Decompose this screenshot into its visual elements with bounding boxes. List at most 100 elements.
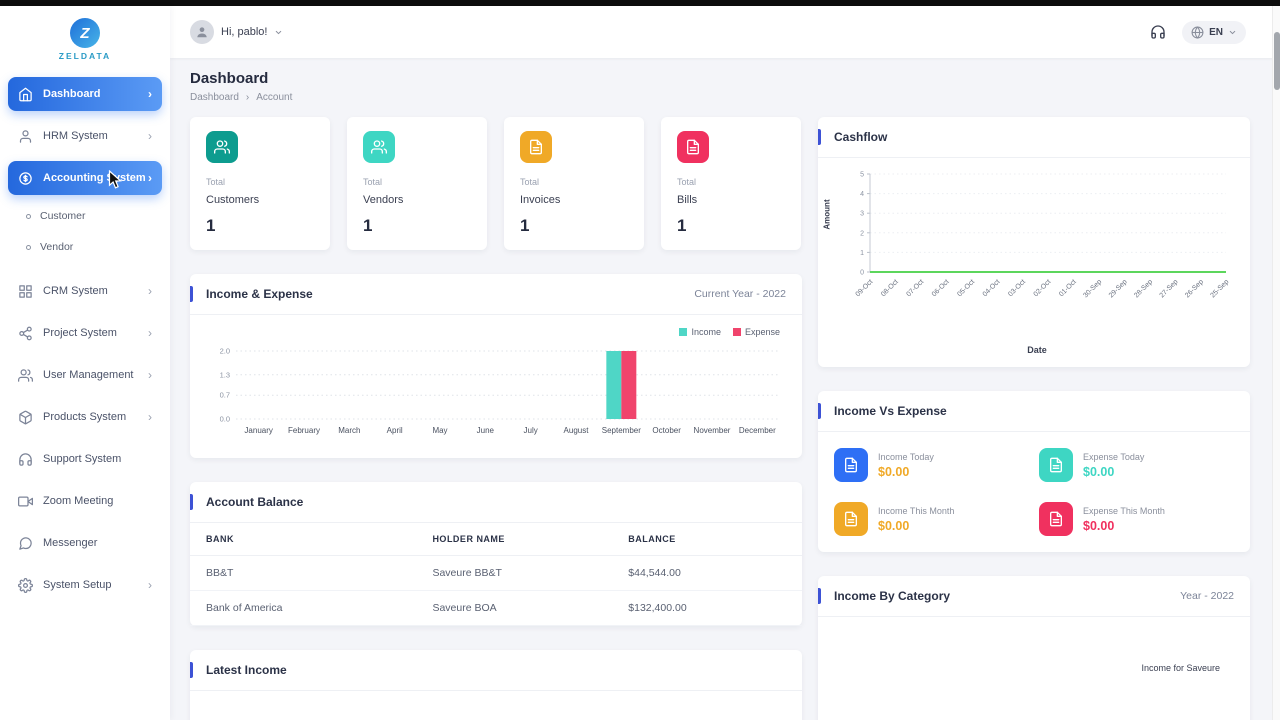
- column-header-balance: BALANCE: [612, 523, 802, 556]
- gear-icon: [18, 577, 33, 593]
- tile-label: Income This Month: [878, 505, 955, 516]
- scrollbar-thumb[interactable]: [1274, 32, 1280, 90]
- stat-prefix: Total: [677, 177, 697, 187]
- cashflow-card: Cashflow Amount 5 4 3 2 1 0 09-Oct 08-Oct 07-Oct…: [818, 117, 1250, 367]
- stat-value: 1: [677, 216, 687, 235]
- account-balance-table: BANK HOLDER NAME BALANCE BB&T Saveure BB…: [190, 523, 802, 626]
- tile-label: Income Today: [878, 451, 934, 462]
- sidebar-item-label: User Management: [43, 369, 134, 381]
- legend-expense: Expense: [732, 327, 780, 337]
- box-icon: [18, 410, 33, 425]
- stat-prefix: Total: [206, 177, 226, 187]
- bank-cell: Bank of America: [190, 590, 417, 626]
- card-title: Income Vs Expense: [834, 404, 947, 418]
- tile-expense-this-month: Expense This Month $0.00: [1039, 502, 1234, 536]
- tile-label: Expense This Month: [1083, 505, 1165, 516]
- card-accent: [818, 129, 821, 145]
- svg-text:29-Sep: 29-Sep: [1108, 278, 1129, 299]
- y-axis-label: Amount: [822, 199, 832, 230]
- income-by-category-card: Income By Category Year - 2022 Income fo…: [818, 576, 1250, 720]
- svg-text:3: 3: [860, 211, 864, 218]
- sidebar-item-label: Zoom Meeting: [43, 495, 114, 507]
- svg-text:5: 5: [860, 172, 864, 179]
- page-title: Dashboard: [190, 70, 269, 87]
- tile-amount: $0.00: [878, 518, 910, 533]
- bank-cell: BB&T: [190, 555, 417, 591]
- brand-logo[interactable]: Z ZELDATA: [0, 6, 170, 71]
- stat-label: Bills: [677, 194, 698, 206]
- sidebar-item-support-system[interactable]: Support System: [8, 442, 162, 476]
- bullet-icon: [26, 213, 31, 219]
- table-row: Bank of America Saveure BOA $132,400.00: [190, 590, 802, 626]
- chevron-right-icon: [148, 369, 152, 381]
- sidebar-item-accounting-system[interactable]: Accounting System: [8, 161, 162, 195]
- stat-label: Invoices: [520, 194, 561, 206]
- svg-text:25-Sep: 25-Sep: [1209, 278, 1230, 299]
- legend-swatch: [679, 328, 688, 336]
- stat-label: Customers: [206, 194, 260, 206]
- invoices-icon: [520, 131, 552, 163]
- card-accent: [190, 494, 193, 510]
- card-title: Cashflow: [834, 130, 888, 144]
- breadcrumb-separator: ›: [245, 92, 250, 103]
- card-title: Income & Expense: [206, 287, 313, 301]
- sidebar-item-crm-system[interactable]: CRM System: [8, 274, 162, 308]
- category-legend: Income for Saveure: [1141, 663, 1220, 673]
- tile-amount: $0.00: [1083, 464, 1115, 479]
- video-icon: [18, 494, 33, 509]
- balance-cell: $44,544.00: [612, 555, 802, 591]
- card-title: Latest Income: [206, 663, 287, 677]
- sidebar-subitem-vendor[interactable]: Vendor: [26, 234, 162, 260]
- svg-text:December: December: [739, 426, 776, 435]
- breadcrumb-root[interactable]: Dashboard: [190, 92, 239, 103]
- stat-label: Vendors: [363, 194, 404, 206]
- scrollbar-track[interactable]: [1272, 6, 1280, 720]
- card-period: Year - 2022: [1180, 590, 1234, 602]
- svg-text:26-Sep: 26-Sep: [1184, 278, 1205, 299]
- svg-text:2: 2: [860, 230, 864, 237]
- income-expense-card: Income & Expense Current Year - 2022 Inc…: [190, 274, 802, 458]
- bills-icon: [677, 131, 709, 163]
- svg-text:03-Oct: 03-Oct: [1007, 278, 1027, 298]
- greeting-text: Hi, pablo!: [221, 26, 268, 38]
- sidebar-item-user-management[interactable]: User Management: [8, 358, 162, 392]
- svg-text:August: August: [564, 426, 590, 435]
- user-menu[interactable]: Hi, pablo!: [190, 20, 283, 44]
- content-area: Dashboard Dashboard › Account Total: [170, 58, 1280, 720]
- chevron-right-icon: [148, 130, 152, 142]
- stat-cards-row: Total Customers 1 Total Vendors 1: [190, 117, 802, 250]
- users-icon: [18, 368, 33, 383]
- card-accent: [818, 588, 821, 604]
- svg-text:May: May: [432, 426, 447, 435]
- sidebar-item-system-setup[interactable]: System Setup: [8, 568, 162, 602]
- language-selector[interactable]: EN: [1182, 20, 1246, 44]
- svg-text:09-Oct: 09-Oct: [855, 278, 875, 298]
- top-header: Hi, pablo! EN: [170, 6, 1280, 58]
- svg-text:February: February: [288, 426, 320, 435]
- holder-cell: Saveure BB&T: [416, 555, 613, 591]
- tile-income-today: Income Today $0.00: [834, 448, 1029, 482]
- sidebar-item-project-system[interactable]: Project System: [8, 316, 162, 350]
- sidebar-item-hrm-system[interactable]: HRM System: [8, 119, 162, 153]
- svg-text:0.0: 0.0: [220, 415, 230, 424]
- sidebar-item-zoom-meeting[interactable]: Zoom Meeting: [8, 484, 162, 518]
- sidebar-subitem-customer[interactable]: Customer: [26, 203, 162, 229]
- stat-value: 1: [520, 216, 530, 235]
- svg-text:30-Sep: 30-Sep: [1082, 278, 1103, 299]
- sidebar-item-messenger[interactable]: Messenger: [8, 526, 162, 560]
- bullet-icon: [26, 244, 31, 250]
- chevron-right-icon: [148, 411, 152, 423]
- stat-card-bills: Total Bills 1: [661, 117, 801, 250]
- globe-icon: [1191, 25, 1204, 39]
- svg-text:March: March: [338, 426, 360, 435]
- sidebar-item-dashboard[interactable]: Dashboard: [8, 77, 162, 111]
- svg-text:02-Oct: 02-Oct: [1033, 278, 1053, 298]
- sidebar-item-products-system[interactable]: Products System: [8, 400, 162, 434]
- dollar-circle-icon: [18, 171, 33, 186]
- svg-text:September: September: [602, 426, 641, 435]
- stat-value: 1: [363, 216, 373, 235]
- support-headset-icon[interactable]: [1150, 24, 1166, 40]
- svg-text:2.0: 2.0: [220, 347, 230, 356]
- avatar: [190, 20, 214, 44]
- sidebar: Z ZELDATA Dashboard HRM System: [0, 6, 170, 720]
